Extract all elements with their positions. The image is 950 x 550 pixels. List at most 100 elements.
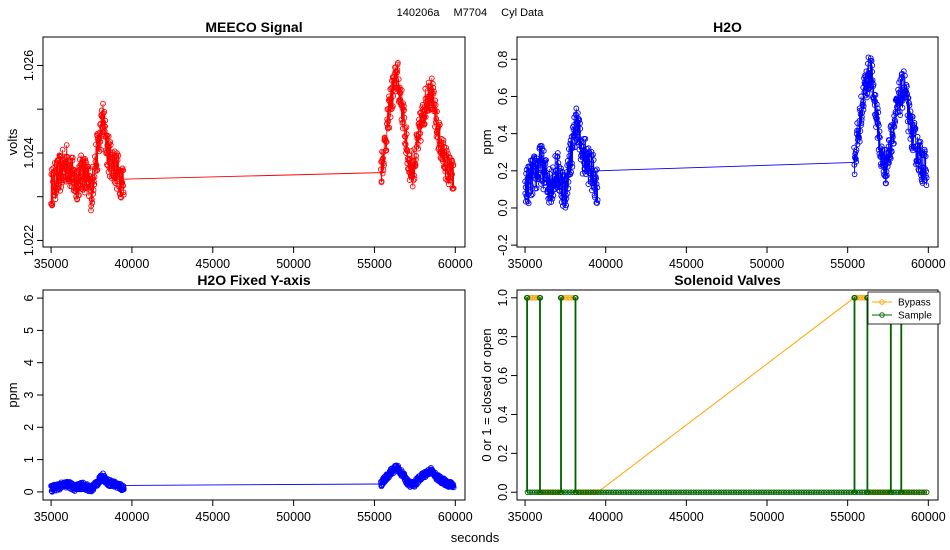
data-point — [904, 83, 910, 90]
y-tick-label: 0.8 — [496, 51, 510, 68]
data-point — [76, 192, 82, 199]
data-point — [447, 174, 454, 180]
data-point — [576, 116, 583, 123]
data-point — [386, 124, 393, 131]
data-point — [633, 489, 639, 495]
data-point — [542, 172, 548, 179]
data-point — [538, 181, 544, 187]
data-point — [872, 92, 879, 98]
data-point — [589, 187, 595, 194]
supertitle-cylinder: M7704 — [454, 7, 488, 19]
data-point — [101, 108, 108, 115]
x-tick-label: 50000 — [750, 257, 785, 271]
data-point — [72, 188, 79, 194]
data-point — [542, 161, 549, 167]
data-point — [566, 153, 573, 159]
data-point — [907, 136, 914, 142]
data-point — [563, 195, 570, 202]
data-point — [524, 295, 531, 301]
data-point — [708, 489, 714, 495]
data-point — [417, 138, 424, 144]
data-point — [525, 200, 532, 207]
y-tick-label: 0.6 — [496, 367, 510, 384]
x-tick-label: 55000 — [357, 510, 392, 524]
data-point — [673, 489, 679, 495]
data-point — [102, 134, 109, 140]
figure-supertitle: 140206a M7704 Cyl Data — [397, 7, 545, 19]
data-point — [867, 55, 874, 62]
data-point — [577, 125, 584, 132]
plot-area — [523, 295, 930, 495]
y-tick-label: 1.0 — [496, 289, 510, 306]
data-point — [91, 181, 98, 188]
data-point — [61, 159, 68, 166]
data-point — [874, 105, 881, 112]
data-point — [61, 169, 68, 176]
legend-entry-sample: Sample — [898, 311, 932, 322]
data-point — [94, 166, 101, 173]
data-point — [390, 77, 397, 84]
data-point — [102, 117, 109, 124]
data-point — [413, 144, 420, 150]
data-point — [393, 76, 399, 83]
data-point — [710, 489, 717, 495]
data-point — [83, 184, 90, 191]
data-point — [421, 120, 428, 127]
data-point — [69, 157, 76, 164]
data-point — [856, 138, 863, 145]
data-point — [103, 133, 110, 140]
y-tick-label: 0.4 — [496, 125, 510, 142]
x-tick-label: 45000 — [195, 510, 230, 524]
data-point — [874, 119, 881, 126]
data-point — [554, 150, 561, 156]
data-point — [440, 139, 447, 146]
y-tick-label: 5 — [22, 327, 36, 334]
data-point — [91, 173, 98, 180]
data-point — [875, 109, 882, 116]
x-tick-label: 60000 — [911, 257, 946, 271]
x-tick-label: 60000 — [911, 510, 946, 524]
data-point — [878, 163, 885, 170]
data-point — [432, 108, 439, 115]
data-point — [923, 182, 930, 189]
data-point — [897, 112, 904, 118]
data-point — [890, 134, 896, 140]
data-point — [575, 139, 582, 146]
plot-area — [48, 60, 457, 214]
y-tick-label: 0.0 — [496, 199, 510, 216]
data-point — [909, 113, 916, 120]
data-point — [49, 202, 55, 209]
data-point — [885, 489, 891, 495]
data-point — [670, 489, 677, 495]
data-point — [869, 62, 876, 69]
data-point — [542, 489, 549, 495]
supertitle-label: Cyl Data — [501, 7, 544, 19]
data-point — [97, 138, 104, 145]
data-point — [920, 167, 927, 174]
data-point — [554, 154, 561, 160]
chart-title: Solenoid Valves — [674, 272, 781, 288]
data-point — [120, 191, 127, 198]
data-point — [50, 178, 56, 185]
data-point — [564, 190, 571, 197]
data-point — [823, 489, 830, 495]
data-point — [581, 159, 587, 166]
data-point — [390, 93, 397, 99]
y-tick-label: 1.024 — [22, 137, 36, 168]
data-point — [853, 159, 860, 165]
data-point — [857, 128, 864, 134]
plot-area — [48, 462, 457, 495]
data-point — [430, 90, 437, 97]
data-point — [90, 187, 97, 193]
data-point — [400, 100, 406, 107]
data-point — [395, 76, 402, 83]
data-point — [412, 162, 419, 169]
data-point — [783, 489, 790, 495]
data-point — [878, 143, 885, 150]
data-point — [89, 199, 96, 206]
data-point — [877, 161, 884, 167]
data-point — [105, 133, 112, 140]
data-point — [569, 489, 576, 495]
data-point — [120, 167, 127, 174]
x-tick-label: 55000 — [357, 257, 392, 271]
